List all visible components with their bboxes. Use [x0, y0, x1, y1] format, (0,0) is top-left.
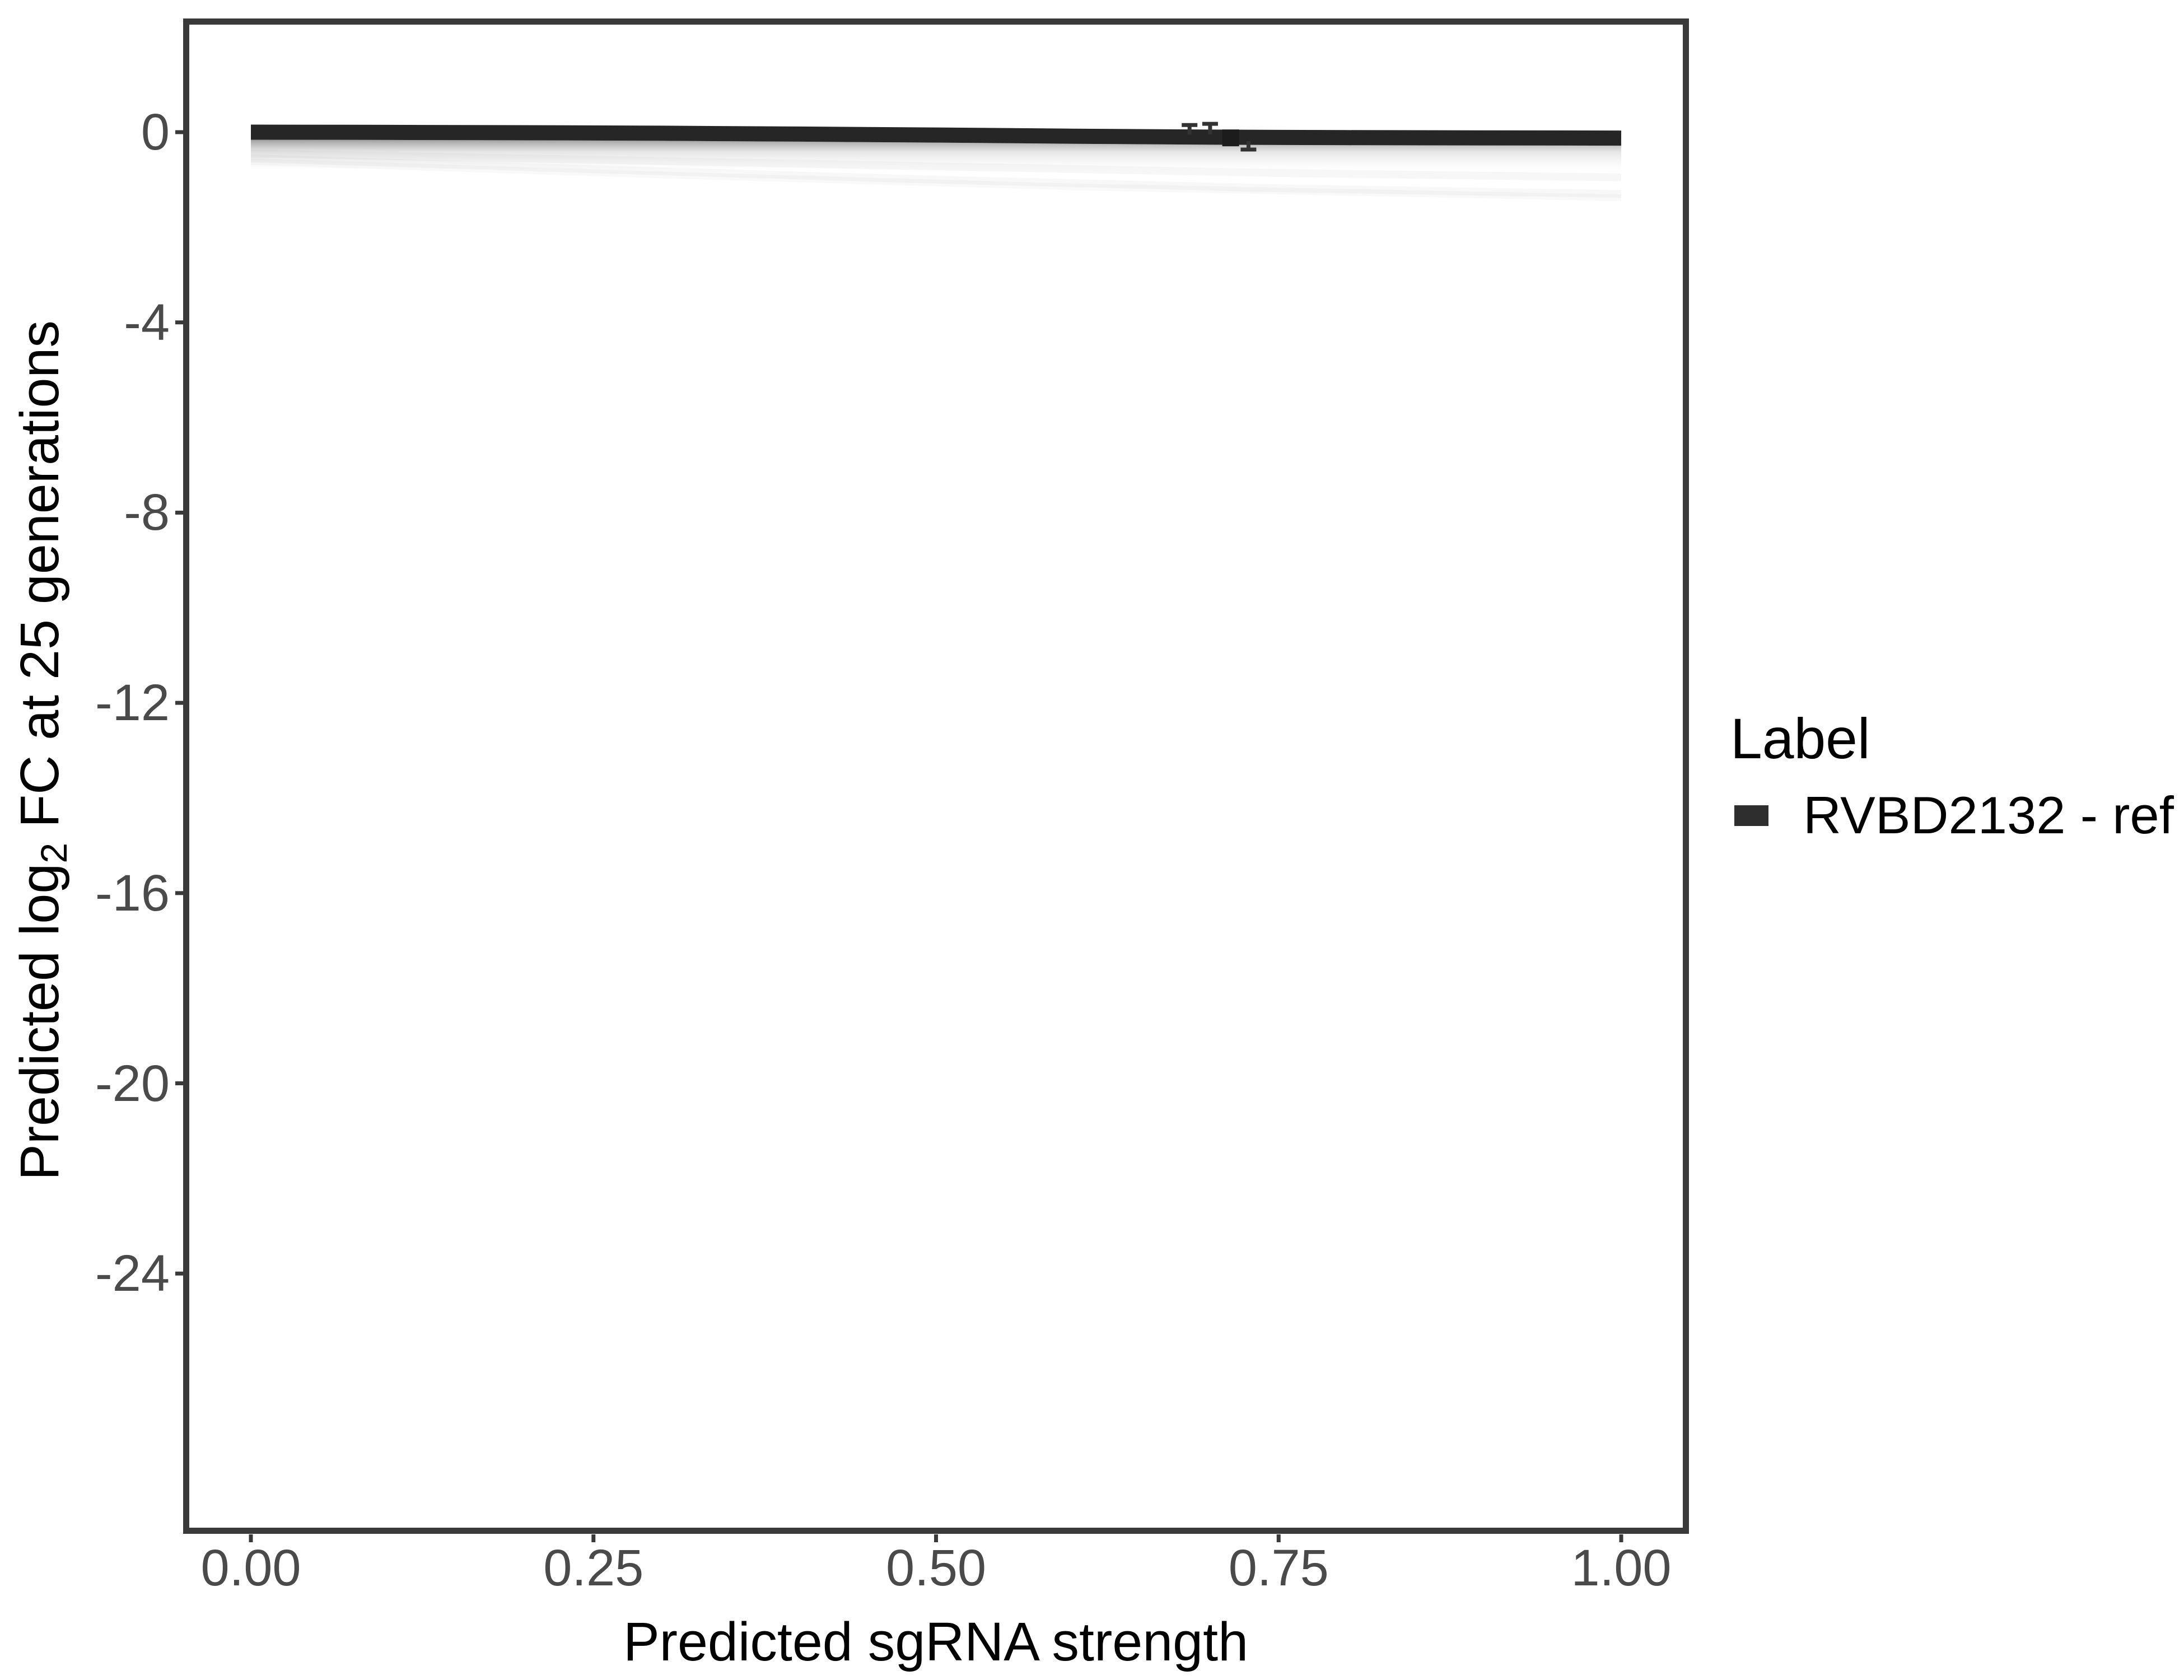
y-tick-label: -12: [95, 674, 170, 732]
y-tick-label: -16: [95, 864, 170, 922]
y-axis-title: Predicted log2 FC at 25 generations: [9, 320, 74, 1180]
error-bar: [1240, 141, 1257, 152]
legend-item-label: RVBD2132 - ref: [1803, 786, 2174, 844]
y-tick-label: -8: [124, 484, 170, 542]
y-tick-label: -24: [95, 1245, 170, 1303]
point-marker: [1222, 129, 1239, 147]
main-series-line: [250, 124, 1622, 146]
x-tick-label: 0.50: [885, 1539, 987, 1597]
y-axis-title-prefix: Predicted log: [9, 863, 70, 1180]
y-axis-title-suffix: FC at 25 generations: [9, 320, 70, 843]
legend-item: RVBD2132 - ref: [1725, 787, 2184, 843]
x-tick-label: 1.00: [1571, 1539, 1672, 1597]
uncertainty-halo-shape: [251, 139, 1621, 175]
y-tick-label: -4: [124, 293, 170, 351]
axis-tick-marks: [175, 130, 1623, 1542]
x-tick-label: 0.00: [200, 1539, 301, 1597]
plot-panel: [183, 18, 1689, 1534]
main-series-path: [250, 124, 1622, 146]
error-bar: [1202, 122, 1218, 135]
x-tick-label: 0.75: [1228, 1539, 1329, 1597]
error-bars: [1182, 122, 1257, 152]
legend-key-swatch: [1734, 805, 1768, 826]
uncertainty-halo: [251, 139, 1621, 175]
legend-title: Label: [1730, 707, 1870, 771]
y-tick-label: -20: [95, 1054, 170, 1112]
x-tick-label: 0.25: [543, 1539, 644, 1597]
error-bar: [1182, 123, 1198, 135]
y-tick-label: 0: [141, 104, 170, 161]
y-axis-title-subscript: 2: [32, 842, 74, 864]
x-axis-title: Predicted sgRNA strength: [623, 1611, 1249, 1672]
